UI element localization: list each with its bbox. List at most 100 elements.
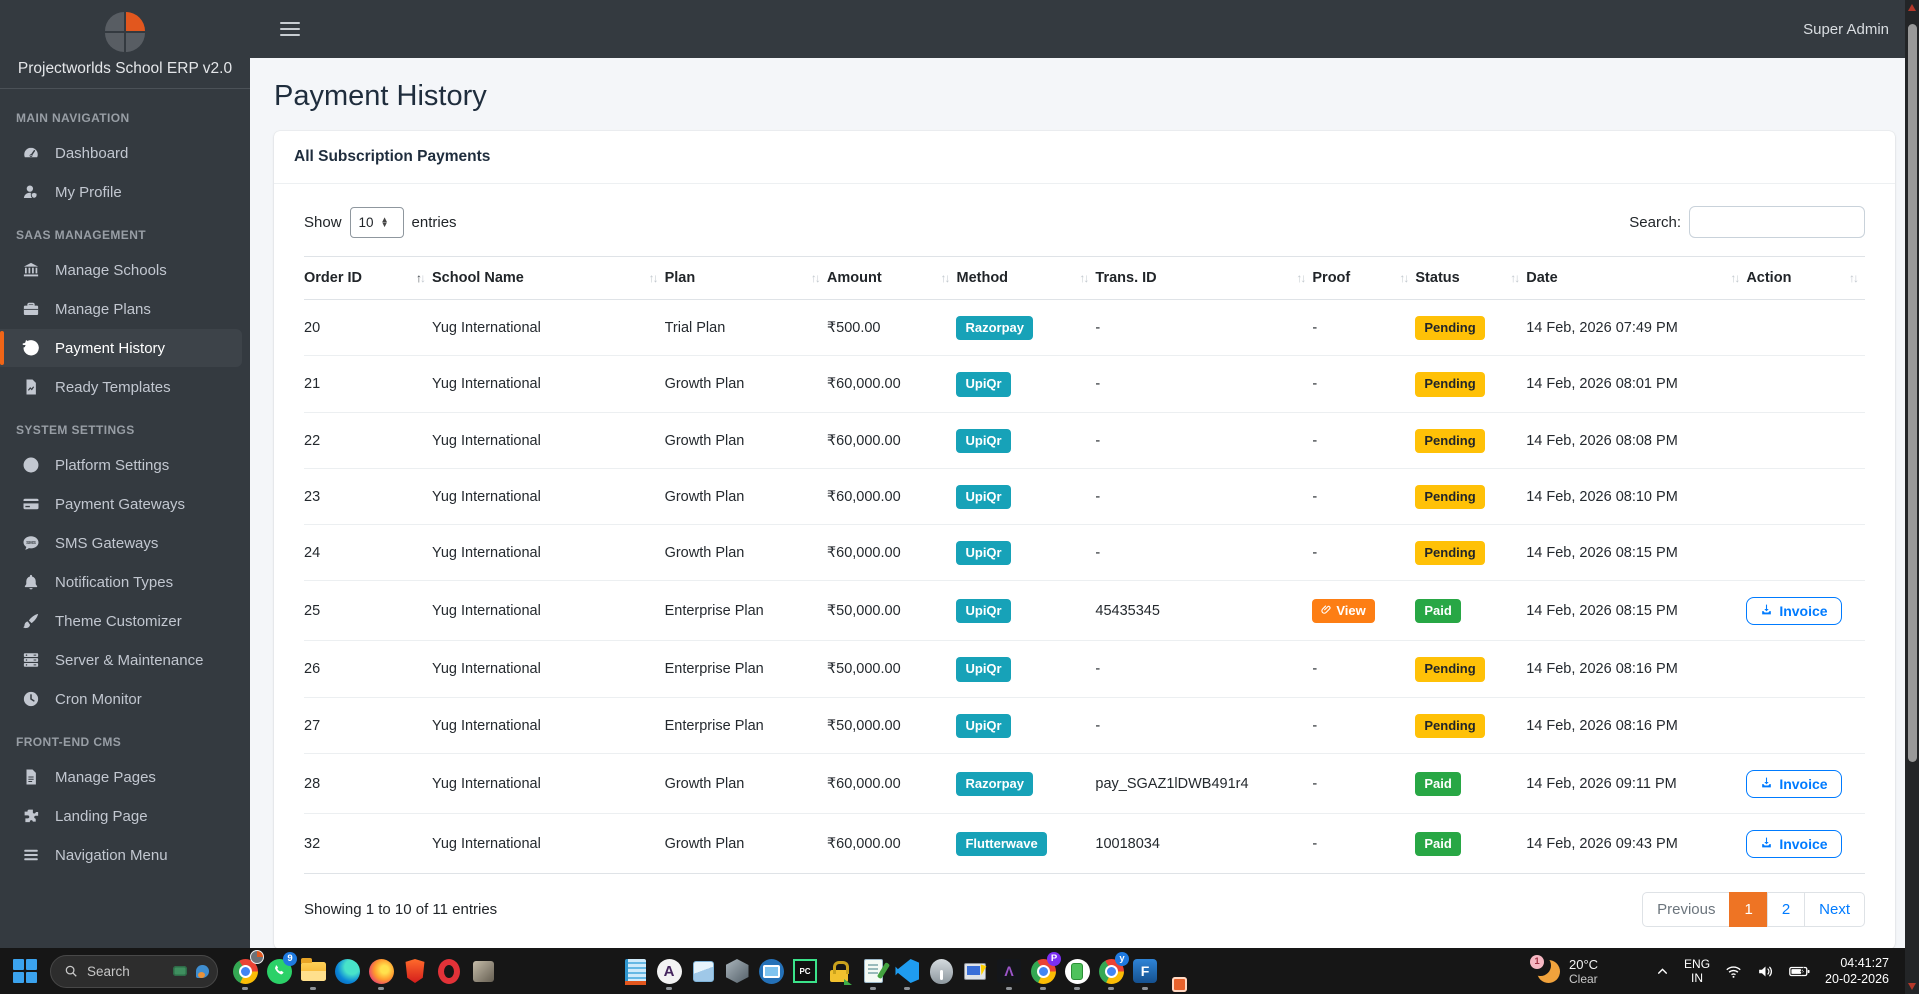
plan-cell: Growth Plan <box>665 813 827 873</box>
taskbar-icon-virtualbox[interactable] <box>686 950 720 992</box>
sidebar-item-payment-gateways[interactable]: Payment Gateways <box>0 485 242 523</box>
sort-arrows-icon: ↑↓ <box>1296 271 1304 285</box>
taskbar-icon-whatsapp[interactable]: 9 <box>262 950 296 992</box>
sidebar-item-my-profile[interactable]: My Profile <box>0 173 242 211</box>
icon-badge: 9 <box>283 952 297 966</box>
file-chart-icon <box>20 378 42 396</box>
taskbar-icon-chrome-erp[interactable] <box>228 950 262 992</box>
user-menu[interactable]: Super Admin <box>1803 21 1889 38</box>
taskbar-icon-opera[interactable] <box>432 950 466 992</box>
column-header-trans-id[interactable]: Trans. ID↑↓ <box>1095 257 1312 300</box>
taskbar-icon-postgresql[interactable] <box>924 950 958 992</box>
taskbar-icon-faded-app[interactable] <box>466 950 500 992</box>
sidebar-item-dashboard[interactable]: Dashboard <box>0 134 242 172</box>
brand[interactable]: Projectworlds School ERP v2.0 <box>0 0 250 89</box>
taskbar-icon-text-editor[interactable] <box>856 950 890 992</box>
taskbar-icon-nmap[interactable]: Λ <box>992 950 1026 992</box>
column-header-amount[interactable]: Amount↑↓ <box>827 257 957 300</box>
taskbar-icon-pycharm[interactable]: PC <box>788 950 822 992</box>
table-row: 28Yug InternationalGrowth Plan₹60,000.00… <box>304 753 1865 813</box>
brand-pie-logo-icon <box>105 12 145 52</box>
pagination-page-2[interactable]: 2 <box>1767 892 1805 927</box>
column-header-date[interactable]: Date↑↓ <box>1526 257 1746 300</box>
sidebar-item-notification-types[interactable]: Notification Types <box>0 563 242 601</box>
opera-icon <box>438 959 460 984</box>
taskbar-icon-winscp[interactable] <box>822 950 856 992</box>
plan-cell: Enterprise Plan <box>665 697 827 753</box>
taskbar-icon-netbeans[interactable] <box>720 950 754 992</box>
pagination-previous[interactable]: Previous <box>1642 892 1730 927</box>
pagination-next[interactable]: Next <box>1804 892 1865 927</box>
taskbar-icon-notepad-plus-plus[interactable] <box>618 950 652 992</box>
appium-icon: A <box>657 959 682 984</box>
taskbar-icon-snipping-tool[interactable] <box>1162 950 1196 992</box>
language-switcher[interactable]: ENG IN <box>1684 957 1710 986</box>
taskbar-clock[interactable]: 04:41:27 20-02-2026 <box>1825 955 1889 988</box>
sort-arrows-icon: ↑↓ <box>1510 271 1518 285</box>
binoculars-icon <box>173 966 187 976</box>
hamburger-menu-button[interactable] <box>280 18 300 40</box>
sort-arrows-icon: ↑↓ <box>1079 271 1087 285</box>
trans-id-cell: - <box>1095 412 1312 468</box>
sidebar-item-platform-settings[interactable]: Platform Settings <box>0 446 242 484</box>
wifi-icon[interactable] <box>1725 963 1742 980</box>
sidebar-item-server-maintenance[interactable]: Server & Maintenance <box>0 641 242 679</box>
status-badge: Pending <box>1415 372 1484 396</box>
taskbar-icon-chrome-profile-p[interactable]: P <box>1026 950 1060 992</box>
taskbar-icon-chrome-profile-y[interactable]: y <box>1094 950 1128 992</box>
taskbar-icon-phone-link[interactable] <box>1060 950 1094 992</box>
taskbar-icon-filezilla[interactable]: F <box>1128 950 1162 992</box>
taskbar-icon-firefox[interactable] <box>364 950 398 992</box>
sidebar-item-label: Payment History <box>55 340 165 357</box>
sidebar-item-theme-customizer[interactable]: Theme Customizer <box>0 602 242 640</box>
tray-chevron-up-icon[interactable] <box>1656 965 1669 978</box>
taskbar-icon-file-explorer[interactable] <box>296 950 330 992</box>
column-header-order-id[interactable]: Order ID↑↓ <box>304 257 432 300</box>
scrollbar-thumb[interactable] <box>1908 24 1917 762</box>
start-button[interactable] <box>8 950 42 992</box>
scrollbar-down-arrow[interactable] <box>1908 983 1916 990</box>
taskbar-icon-edge[interactable] <box>330 950 364 992</box>
pagination-page-1[interactable]: 1 <box>1729 892 1767 927</box>
sidebar-item-sms-gateways[interactable]: SMSSMS Gateways <box>0 524 242 562</box>
battery-charging-icon[interactable] <box>1789 964 1810 979</box>
sidebar-item-ready-templates[interactable]: Ready Templates <box>0 368 242 406</box>
sidebar-item-label: Theme Customizer <box>55 613 182 630</box>
invoice-button[interactable]: Invoice <box>1746 830 1841 858</box>
sidebar-item-landing-page[interactable]: Landing Page <box>0 797 242 835</box>
column-header-proof[interactable]: Proof↑↓ <box>1312 257 1415 300</box>
column-header-status[interactable]: Status↑↓ <box>1415 257 1526 300</box>
taskbar-icon-anydesk[interactable] <box>754 950 788 992</box>
column-header-plan[interactable]: Plan↑↓ <box>665 257 827 300</box>
trans-id-cell: - <box>1095 468 1312 524</box>
column-header-method[interactable]: Method↑↓ <box>956 257 1095 300</box>
volume-icon[interactable] <box>1757 963 1774 980</box>
weather-widget[interactable]: 1 20°C Clear <box>1525 957 1610 986</box>
taskbar-icon-appium[interactable]: A <box>652 950 686 992</box>
sidebar-item-manage-pages[interactable]: Manage Pages <box>0 758 242 796</box>
school-name-cell: Yug International <box>432 581 665 641</box>
taskbar-icon-putty[interactable] <box>958 950 992 992</box>
taskbar-search[interactable]: Search <box>50 955 218 988</box>
taskbar-icon-brave[interactable] <box>398 950 432 992</box>
plan-cell: Growth Plan <box>665 356 827 412</box>
sidebar-item-label: SMS Gateways <box>55 535 158 552</box>
sidebar-item-label: My Profile <box>55 184 122 201</box>
sidebar-item-manage-schools[interactable]: Manage Schools <box>0 251 242 289</box>
search-input[interactable] <box>1689 206 1865 238</box>
sidebar-item-navigation-menu[interactable]: Navigation Menu <box>0 836 242 874</box>
invoice-button[interactable]: Invoice <box>1746 770 1841 798</box>
column-header-school-name[interactable]: School Name↑↓ <box>432 257 665 300</box>
proof-cell: - <box>1312 641 1415 697</box>
column-header-action[interactable]: Action↑↓ <box>1746 257 1865 300</box>
invoice-button[interactable]: Invoice <box>1746 597 1841 625</box>
amount-cell: ₹50,000.00 <box>827 581 957 641</box>
page-length-select[interactable]: 10 ▲▼ <box>350 207 404 238</box>
sort-arrows-icon: ↑↓ <box>1730 271 1738 285</box>
scrollbar-up-arrow[interactable] <box>1908 4 1916 11</box>
sidebar-item-cron-monitor[interactable]: Cron Monitor <box>0 680 242 718</box>
sidebar-item-payment-history[interactable]: Payment History <box>0 329 242 367</box>
proof-view-button[interactable]: View <box>1312 599 1374 623</box>
sidebar-item-manage-plans[interactable]: Manage Plans <box>0 290 242 328</box>
taskbar-icon-vscode[interactable] <box>890 950 924 992</box>
